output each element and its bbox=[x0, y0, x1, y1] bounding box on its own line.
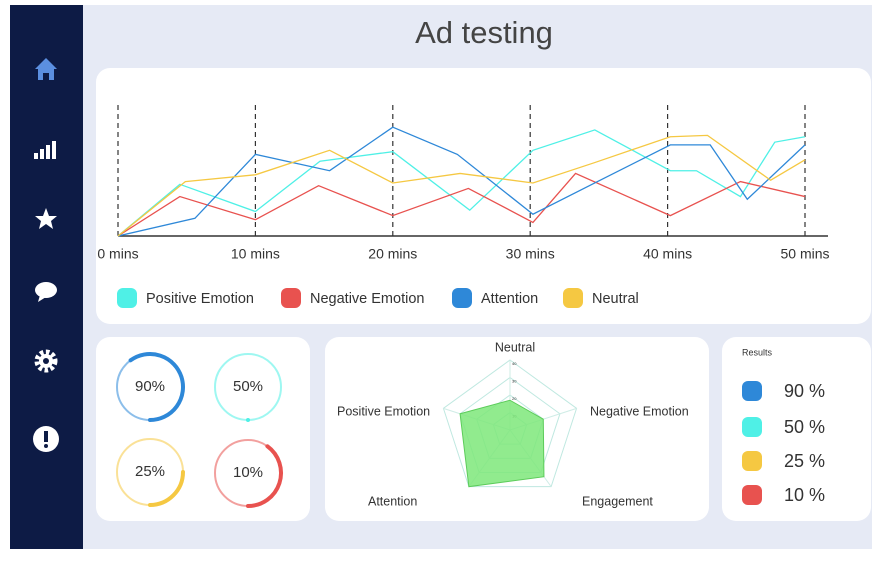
line-series bbox=[117, 172, 806, 237]
legend-swatch bbox=[117, 288, 137, 308]
result-label: 90 % bbox=[784, 381, 825, 401]
gauge-label: 10% bbox=[233, 464, 263, 481]
result-label: 50 % bbox=[784, 417, 825, 437]
nav-messages[interactable] bbox=[35, 282, 57, 302]
line-series bbox=[117, 126, 806, 237]
radar-tick-label: 20 bbox=[512, 396, 517, 401]
legend-label: Attention bbox=[481, 291, 538, 307]
x-tick-label: 50 mins bbox=[780, 246, 829, 262]
nav-home[interactable] bbox=[35, 58, 57, 80]
results-title: Results bbox=[742, 347, 773, 357]
radar-axis-label: Neutral bbox=[495, 340, 535, 354]
nav-settings[interactable] bbox=[34, 349, 58, 373]
legend-swatch bbox=[281, 288, 301, 308]
legend-swatch bbox=[563, 288, 583, 308]
gauge-arc bbox=[246, 444, 283, 508]
result-swatch bbox=[742, 381, 762, 401]
x-tick-label: 30 mins bbox=[506, 246, 555, 262]
radar-area bbox=[459, 399, 545, 488]
legend-label: Negative Emotion bbox=[310, 291, 424, 307]
nav-favorites[interactable] bbox=[35, 208, 57, 229]
gauge-label: 25% bbox=[135, 463, 165, 480]
x-tick-label: 10 mins bbox=[231, 246, 280, 262]
line-series bbox=[117, 129, 806, 237]
gauge-arc bbox=[128, 352, 185, 422]
radar-grid bbox=[442, 359, 578, 488]
page-title: Ad testing bbox=[415, 15, 553, 50]
gauge-label: 90% bbox=[135, 378, 165, 395]
line-series bbox=[117, 134, 806, 237]
radar-tick-label: 30 bbox=[512, 379, 517, 384]
radar-axis-label: Positive Emotion bbox=[337, 404, 430, 418]
result-swatch bbox=[742, 417, 762, 437]
nav-alerts[interactable] bbox=[33, 426, 59, 452]
radar-tick-label: 40 bbox=[512, 361, 517, 366]
x-tick-label: 0 mins bbox=[97, 246, 138, 262]
radar-axis-label: Engagement bbox=[582, 494, 653, 508]
radar-axis-label: Negative Emotion bbox=[590, 404, 689, 418]
result-label: 10 % bbox=[784, 485, 825, 505]
radar-axis-label: Attention bbox=[368, 494, 417, 508]
result-label: 25 % bbox=[784, 451, 825, 471]
gauge-arc bbox=[148, 470, 185, 507]
result-swatch bbox=[742, 451, 762, 471]
result-swatch bbox=[742, 485, 762, 505]
gauge-card bbox=[96, 337, 310, 521]
sidebar bbox=[10, 5, 83, 549]
x-tick-label: 40 mins bbox=[643, 246, 692, 262]
nav-stats[interactable] bbox=[34, 141, 56, 159]
gauge-label: 50% bbox=[233, 378, 263, 395]
legend-label: Positive Emotion bbox=[146, 291, 254, 307]
legend-swatch bbox=[452, 288, 472, 308]
x-tick-label: 20 mins bbox=[368, 246, 417, 262]
legend-label: Neutral bbox=[592, 291, 639, 307]
